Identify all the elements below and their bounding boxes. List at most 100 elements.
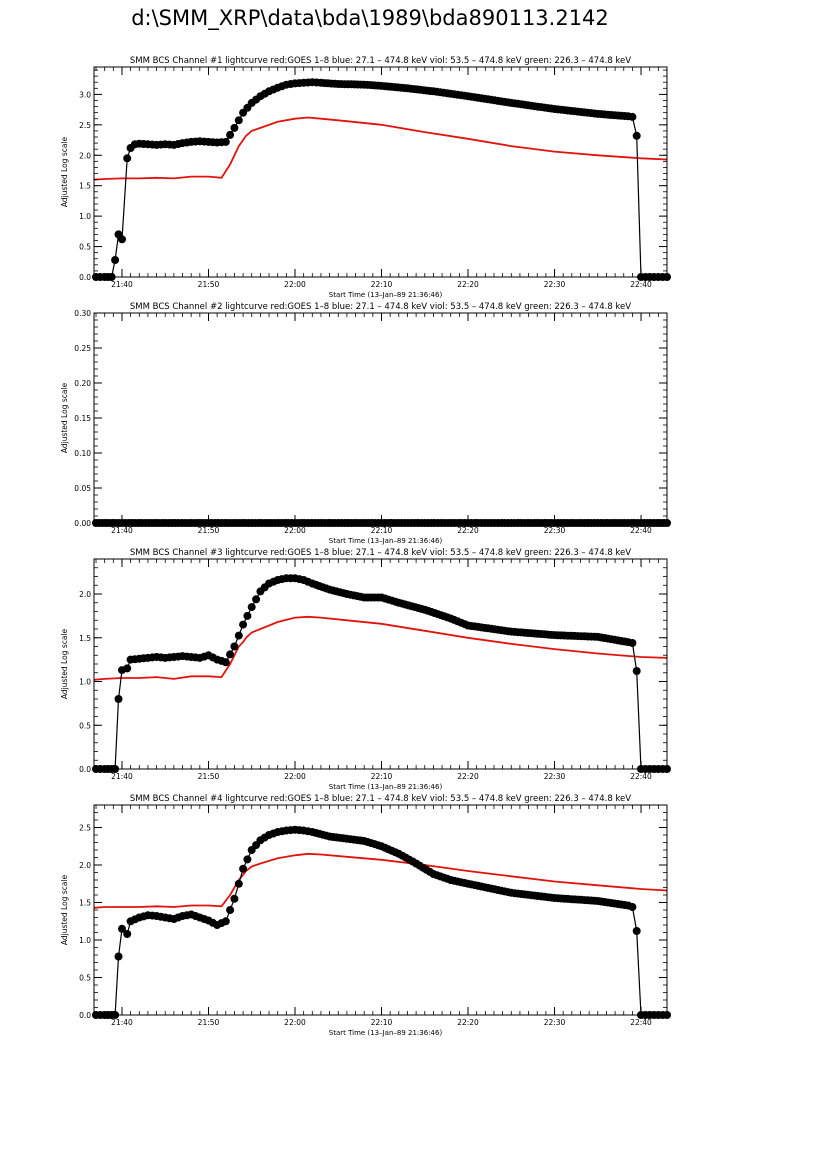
goes-series <box>93 116 668 181</box>
chart-panel-2: SMM BCS Channel #2 lightcurve red:GOES 1… <box>60 302 671 545</box>
x-tick-label: 21:40 <box>111 772 133 781</box>
x-tick-label: 22:00 <box>284 1018 306 1027</box>
y-tick-label: 0.30 <box>74 309 91 318</box>
bcs-markers <box>92 825 671 1019</box>
chart-title: SMM BCS Channel #4 lightcurve red:GOES 1… <box>130 794 631 804</box>
y-tick-label: 1.5 <box>79 182 91 191</box>
x-tick-label: 22:00 <box>284 526 306 535</box>
data-point <box>247 603 256 612</box>
x-tick-label: 22:20 <box>457 526 479 535</box>
data-point <box>123 664 132 673</box>
x-tick-label: 22:20 <box>457 280 479 289</box>
bcs-markers <box>92 78 671 281</box>
chart-panel-3: SMM BCS Channel #3 lightcurve red:GOES 1… <box>60 548 671 791</box>
y-tick-label: 1.5 <box>79 899 91 908</box>
y-tick-label: 1.0 <box>79 678 91 687</box>
data-point <box>632 667 641 675</box>
plot-frame <box>93 804 668 1016</box>
data-point <box>234 116 243 125</box>
bcs-series <box>92 574 671 773</box>
plot-frame <box>93 558 668 770</box>
y-tick-label: 0.5 <box>79 721 91 730</box>
data-point <box>239 620 248 629</box>
data-point <box>226 906 235 914</box>
data-point <box>243 855 252 864</box>
y-tick-label: 0.25 <box>74 344 91 353</box>
bcs-series <box>92 78 671 281</box>
x-tick-label: 22:10 <box>371 1018 393 1027</box>
y-tick-label: 0.10 <box>74 449 91 458</box>
y-tick-label: 2.0 <box>79 151 91 160</box>
y-tick-label: 0.0 <box>79 273 91 282</box>
data-point <box>118 924 126 933</box>
y-tick-label: 0.00 <box>74 519 91 528</box>
x-tick-label: 21:50 <box>198 280 220 289</box>
y-tick-label: 0.5 <box>79 974 91 983</box>
data-point <box>243 611 252 620</box>
goes-line <box>93 852 668 909</box>
x-tick-label: 22:30 <box>544 772 566 781</box>
data-point <box>632 131 641 140</box>
y-axis-label: Adjusted Log scale <box>60 136 69 207</box>
data-point <box>628 112 637 121</box>
data-point <box>230 123 239 132</box>
x-axis-label: Start Time (13–Jan–89 21:36:46) <box>329 1029 443 1037</box>
y-axis-label: Adjusted Log scale <box>60 382 69 453</box>
y-axis-label: Adjusted Log scale <box>60 628 69 699</box>
x-tick-label: 21:50 <box>198 526 220 535</box>
bcs-line <box>96 577 667 770</box>
data-point <box>628 639 637 647</box>
data-point <box>632 927 641 935</box>
chart-title: SMM BCS Channel #3 lightcurve red:GOES 1… <box>130 548 631 558</box>
y-tick-label: 2.0 <box>79 590 91 599</box>
chart-title: SMM BCS Channel #2 lightcurve red:GOES 1… <box>130 302 631 312</box>
data-point <box>230 894 239 903</box>
chart-panel-1: SMM BCS Channel #1 lightcurve red:GOES 1… <box>60 56 671 299</box>
x-tick-label: 21:50 <box>198 1018 220 1027</box>
y-tick-label: 1.0 <box>79 212 91 221</box>
y-tick-label: 2.5 <box>79 824 91 833</box>
data-point <box>114 952 123 961</box>
x-tick-label: 22:30 <box>544 526 566 535</box>
x-tick-label: 22:40 <box>630 280 652 289</box>
y-tick-label: 0.15 <box>74 414 91 423</box>
x-tick-label: 22:10 <box>371 772 393 781</box>
x-axis-label: Start Time (13–Jan–89 21:36:46) <box>329 537 443 545</box>
x-tick-label: 21:40 <box>111 526 133 535</box>
data-point <box>234 879 243 888</box>
x-tick-label: 22:10 <box>371 526 393 535</box>
x-tick-label: 22:30 <box>544 280 566 289</box>
x-axis-label: Start Time (13–Jan–89 21:36:46) <box>329 291 443 299</box>
y-tick-label: 1.5 <box>79 634 91 643</box>
data-point <box>221 658 230 667</box>
data-point <box>628 903 637 911</box>
chart-panel-4: SMM BCS Channel #4 lightcurve red:GOES 1… <box>60 794 671 1037</box>
x-tick-label: 22:20 <box>457 772 479 781</box>
data-point <box>226 650 235 659</box>
bcs-markers <box>92 574 671 773</box>
data-point <box>252 595 261 604</box>
x-axis-label: Start Time (13–Jan–89 21:36:46) <box>329 783 443 791</box>
x-tick-label: 21:50 <box>198 772 220 781</box>
data-point <box>239 864 248 873</box>
y-tick-label: 0.0 <box>79 1011 91 1020</box>
data-point <box>123 154 132 163</box>
data-point <box>118 235 126 244</box>
data-point <box>221 137 230 146</box>
x-tick-label: 21:40 <box>111 280 133 289</box>
y-tick-label: 1.0 <box>79 936 91 945</box>
x-tick-label: 22:40 <box>630 772 652 781</box>
x-tick-label: 22:20 <box>457 1018 479 1027</box>
goes-line <box>93 116 668 181</box>
plot-frame <box>93 66 668 278</box>
data-point <box>114 695 123 703</box>
y-axis-label: Adjusted Log scale <box>60 874 69 945</box>
x-tick-label: 22:00 <box>284 772 306 781</box>
y-tick-label: 3.0 <box>79 90 91 99</box>
bcs-line <box>96 829 667 1016</box>
x-tick-label: 22:40 <box>630 1018 652 1027</box>
y-tick-label: 0.0 <box>79 765 91 774</box>
page-title: d:\SMM_XRP\data\bda\1989\bda890113.2142 <box>131 6 609 30</box>
x-tick-label: 22:30 <box>544 1018 566 1027</box>
